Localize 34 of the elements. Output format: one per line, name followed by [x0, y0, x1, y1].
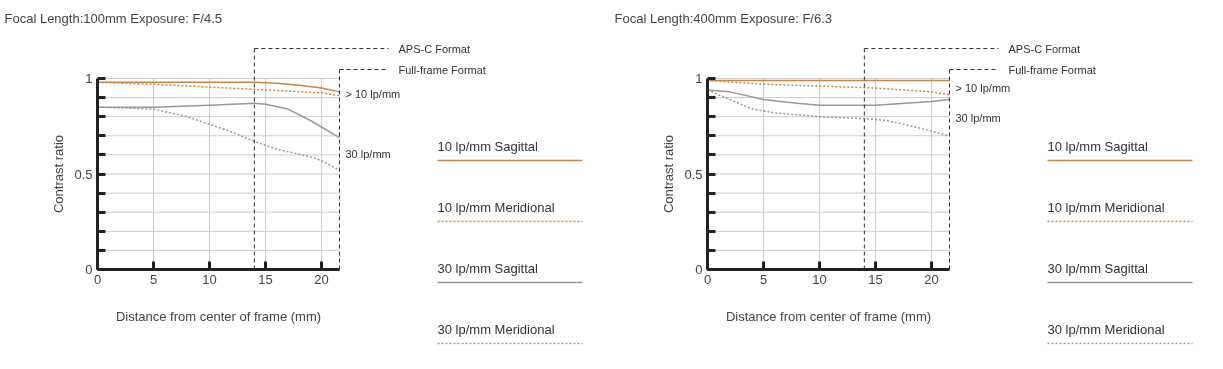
y-axis-title: Contrast ratio: [51, 134, 67, 214]
x-tick-label: 20: [924, 271, 939, 287]
x-tick-label: 5: [759, 271, 768, 287]
ref-line-label: APS-C Format: [1008, 42, 1081, 55]
x-tick-label: 10: [812, 271, 827, 287]
chart-title: Focal Length:100mm Exposure: F/4.5: [4, 10, 223, 26]
x-axis-title: Distance from center of frame (mm): [115, 308, 322, 324]
x-tick-label: 5: [149, 271, 158, 287]
text: > 10 lp/mm: [955, 81, 1011, 94]
text: 10 lp/mm Sagittal: [437, 139, 539, 154]
x-tick-label: 15: [868, 271, 883, 287]
x-axis-title: Distance from center of frame (mm): [725, 308, 932, 324]
ref-line-label: APS-C Format: [398, 42, 471, 55]
y-tick-label: 1: [85, 71, 93, 86]
text: 30 lp/mm Meridional: [437, 322, 555, 337]
text: 30 lp/mm: [345, 147, 391, 160]
text: 10 lp/mm Sagittal: [1047, 139, 1149, 154]
y-tick-label: 0.5: [74, 166, 93, 182]
x-tick-label: 15: [258, 271, 273, 287]
y-tick-label: 0.5: [684, 166, 703, 182]
y-tick-label: 1: [695, 71, 703, 86]
text: 30 lp/mm Sagittal: [437, 261, 539, 276]
text: > 10 lp/mm: [345, 87, 401, 100]
x-tick-label: 10: [202, 271, 217, 287]
text: 10 lp/mm Meridional: [437, 200, 555, 215]
chart-title: Focal Length:400mm Exposure: F/6.3: [614, 10, 833, 26]
text: 30 lp/mm Sagittal: [1047, 261, 1149, 276]
text: 30 lp/mm: [955, 111, 1001, 124]
ref-line-label: Full-frame Format: [1008, 63, 1096, 76]
x-tick-label: 20: [314, 271, 329, 287]
text: 10 lp/mm Meridional: [1047, 200, 1165, 215]
y-axis-title: Contrast ratio: [661, 134, 677, 214]
ref-line-label: Full-frame Format: [398, 63, 486, 76]
text: 30 lp/mm Meridional: [1047, 322, 1165, 337]
